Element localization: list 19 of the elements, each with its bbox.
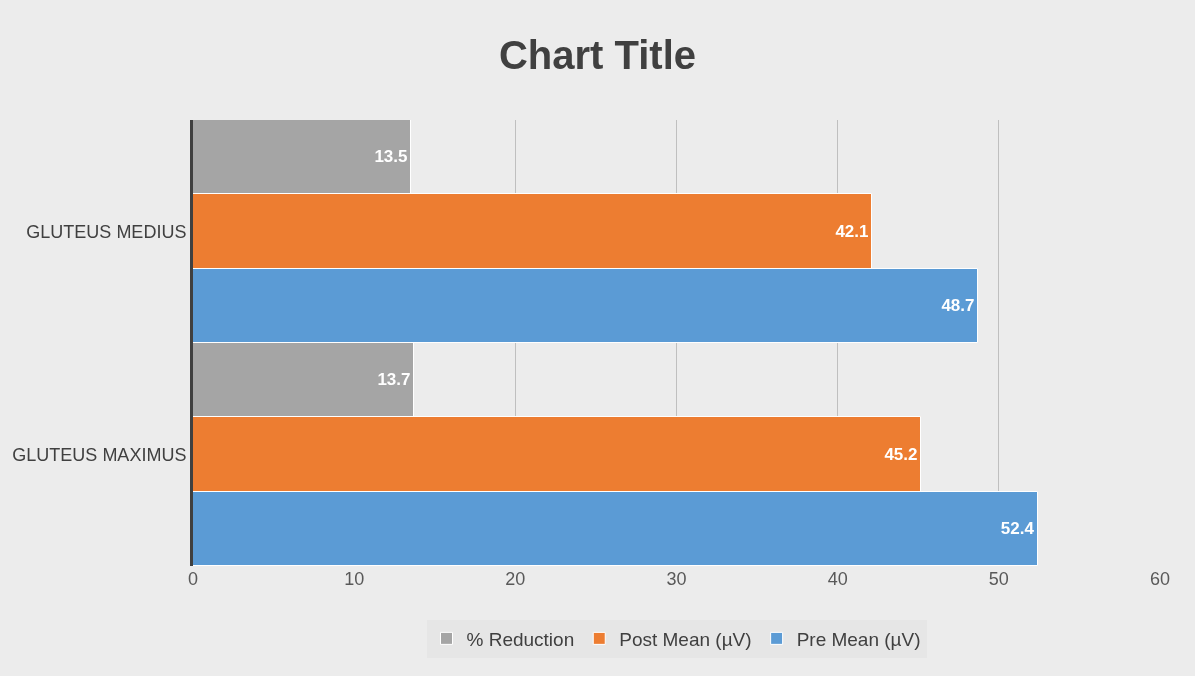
- x-tick-label: 30: [666, 569, 687, 589]
- data-label: 42.1: [835, 221, 869, 241]
- y-tick-label: GLUTEUS MAXIMUS: [12, 444, 187, 465]
- x-tick-label: 20: [505, 569, 526, 589]
- x-tick-label: 50: [988, 569, 1009, 589]
- legend-label: Post Mean (µV): [619, 628, 752, 650]
- x-tick-label: 40: [827, 569, 848, 589]
- y-tick-label: GLUTEUS MEDIUS: [26, 221, 187, 242]
- x-tick-label: 10: [344, 569, 365, 589]
- x-tick-label: 0: [187, 569, 199, 589]
- data-label: 45.2: [884, 444, 918, 464]
- data-label: 52.4: [1000, 519, 1035, 538]
- legend-label: Pre Mean (µV): [796, 628, 921, 650]
- data-label: 13.5: [374, 147, 408, 166]
- data-label: 13.7: [377, 370, 411, 389]
- data-label: 48.7: [941, 296, 975, 315]
- x-tick-label: 60: [1149, 569, 1171, 589]
- legend-label: % Reduction: [466, 628, 575, 650]
- chart-title: Chart Title: [498, 32, 697, 77]
